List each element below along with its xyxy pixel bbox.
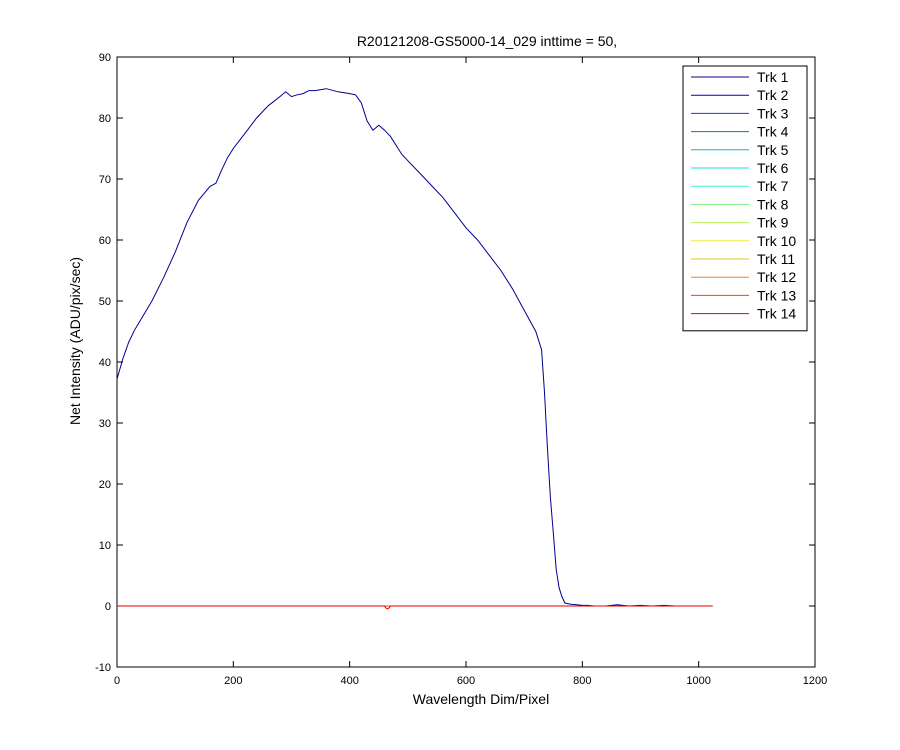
legend-entry: Trk 2 — [757, 87, 789, 103]
y-tick-label: 60 — [99, 235, 111, 247]
y-tick-label: 30 — [99, 418, 111, 430]
legend-entry: Trk 10 — [757, 233, 796, 249]
legend-entry: Trk 3 — [757, 105, 789, 121]
legend-entry: Trk 12 — [757, 269, 796, 285]
legend-entry: Trk 6 — [757, 160, 789, 176]
x-tick-label: 0 — [114, 675, 120, 687]
y-tick-label: 80 — [99, 113, 111, 125]
x-tick-label: 1000 — [686, 675, 710, 687]
legend-entry: Trk 11 — [757, 251, 795, 267]
legend: Trk 1 Trk 2 Trk 3 Trk 4 Trk 5 Trk 6 Trk 7 Trk 8… — [682, 65, 808, 332]
x-axis-label: Wavelength Dim/Pixel — [413, 691, 549, 707]
series-line-trk-14 — [117, 605, 713, 610]
legend-entry: Trk 13 — [757, 287, 796, 303]
x-tick-label: 400 — [340, 675, 358, 687]
x-tick-label: 600 — [457, 675, 475, 687]
legend-entry: Trk 7 — [757, 178, 789, 194]
legend-entry: Trk 5 — [757, 142, 789, 158]
legend-entry: Trk 14 — [757, 306, 796, 322]
y-tick-label: 50 — [99, 296, 111, 308]
y-tick-label: 70 — [99, 174, 111, 186]
legend-entry: Trk 4 — [757, 124, 789, 140]
y-tick-label: -10 — [95, 662, 111, 674]
y-tick-label: 0 — [105, 601, 111, 613]
legend-entry: Trk 9 — [757, 215, 789, 231]
series-lines — [116, 88, 713, 610]
y-tick-label: 10 — [99, 540, 111, 552]
chart-title: R20121208-GS5000-14_029 inttime = 50, — [357, 33, 617, 49]
x-tick-label: 1200 — [803, 675, 827, 687]
x-tick-label: 800 — [573, 675, 591, 687]
legend-entry: Trk 8 — [757, 196, 789, 212]
y-tick-label: 20 — [99, 479, 111, 491]
legend-entry: Trk 1 — [757, 69, 789, 85]
y-axis: -10 0 10 20 30 40 50 60 70 80 90 — [95, 52, 815, 674]
x-axis: 0 200 400 600 800 1000 1200 — [114, 57, 827, 687]
y-tick-label: 40 — [99, 357, 111, 369]
series-line-trk-1 — [116, 88, 713, 607]
y-tick-label: 90 — [99, 52, 111, 64]
y-axis-label: Net Intensity (ADU/pix/sec) — [67, 257, 83, 425]
legend-box — [682, 65, 808, 332]
x-tick-label: 200 — [224, 675, 242, 687]
